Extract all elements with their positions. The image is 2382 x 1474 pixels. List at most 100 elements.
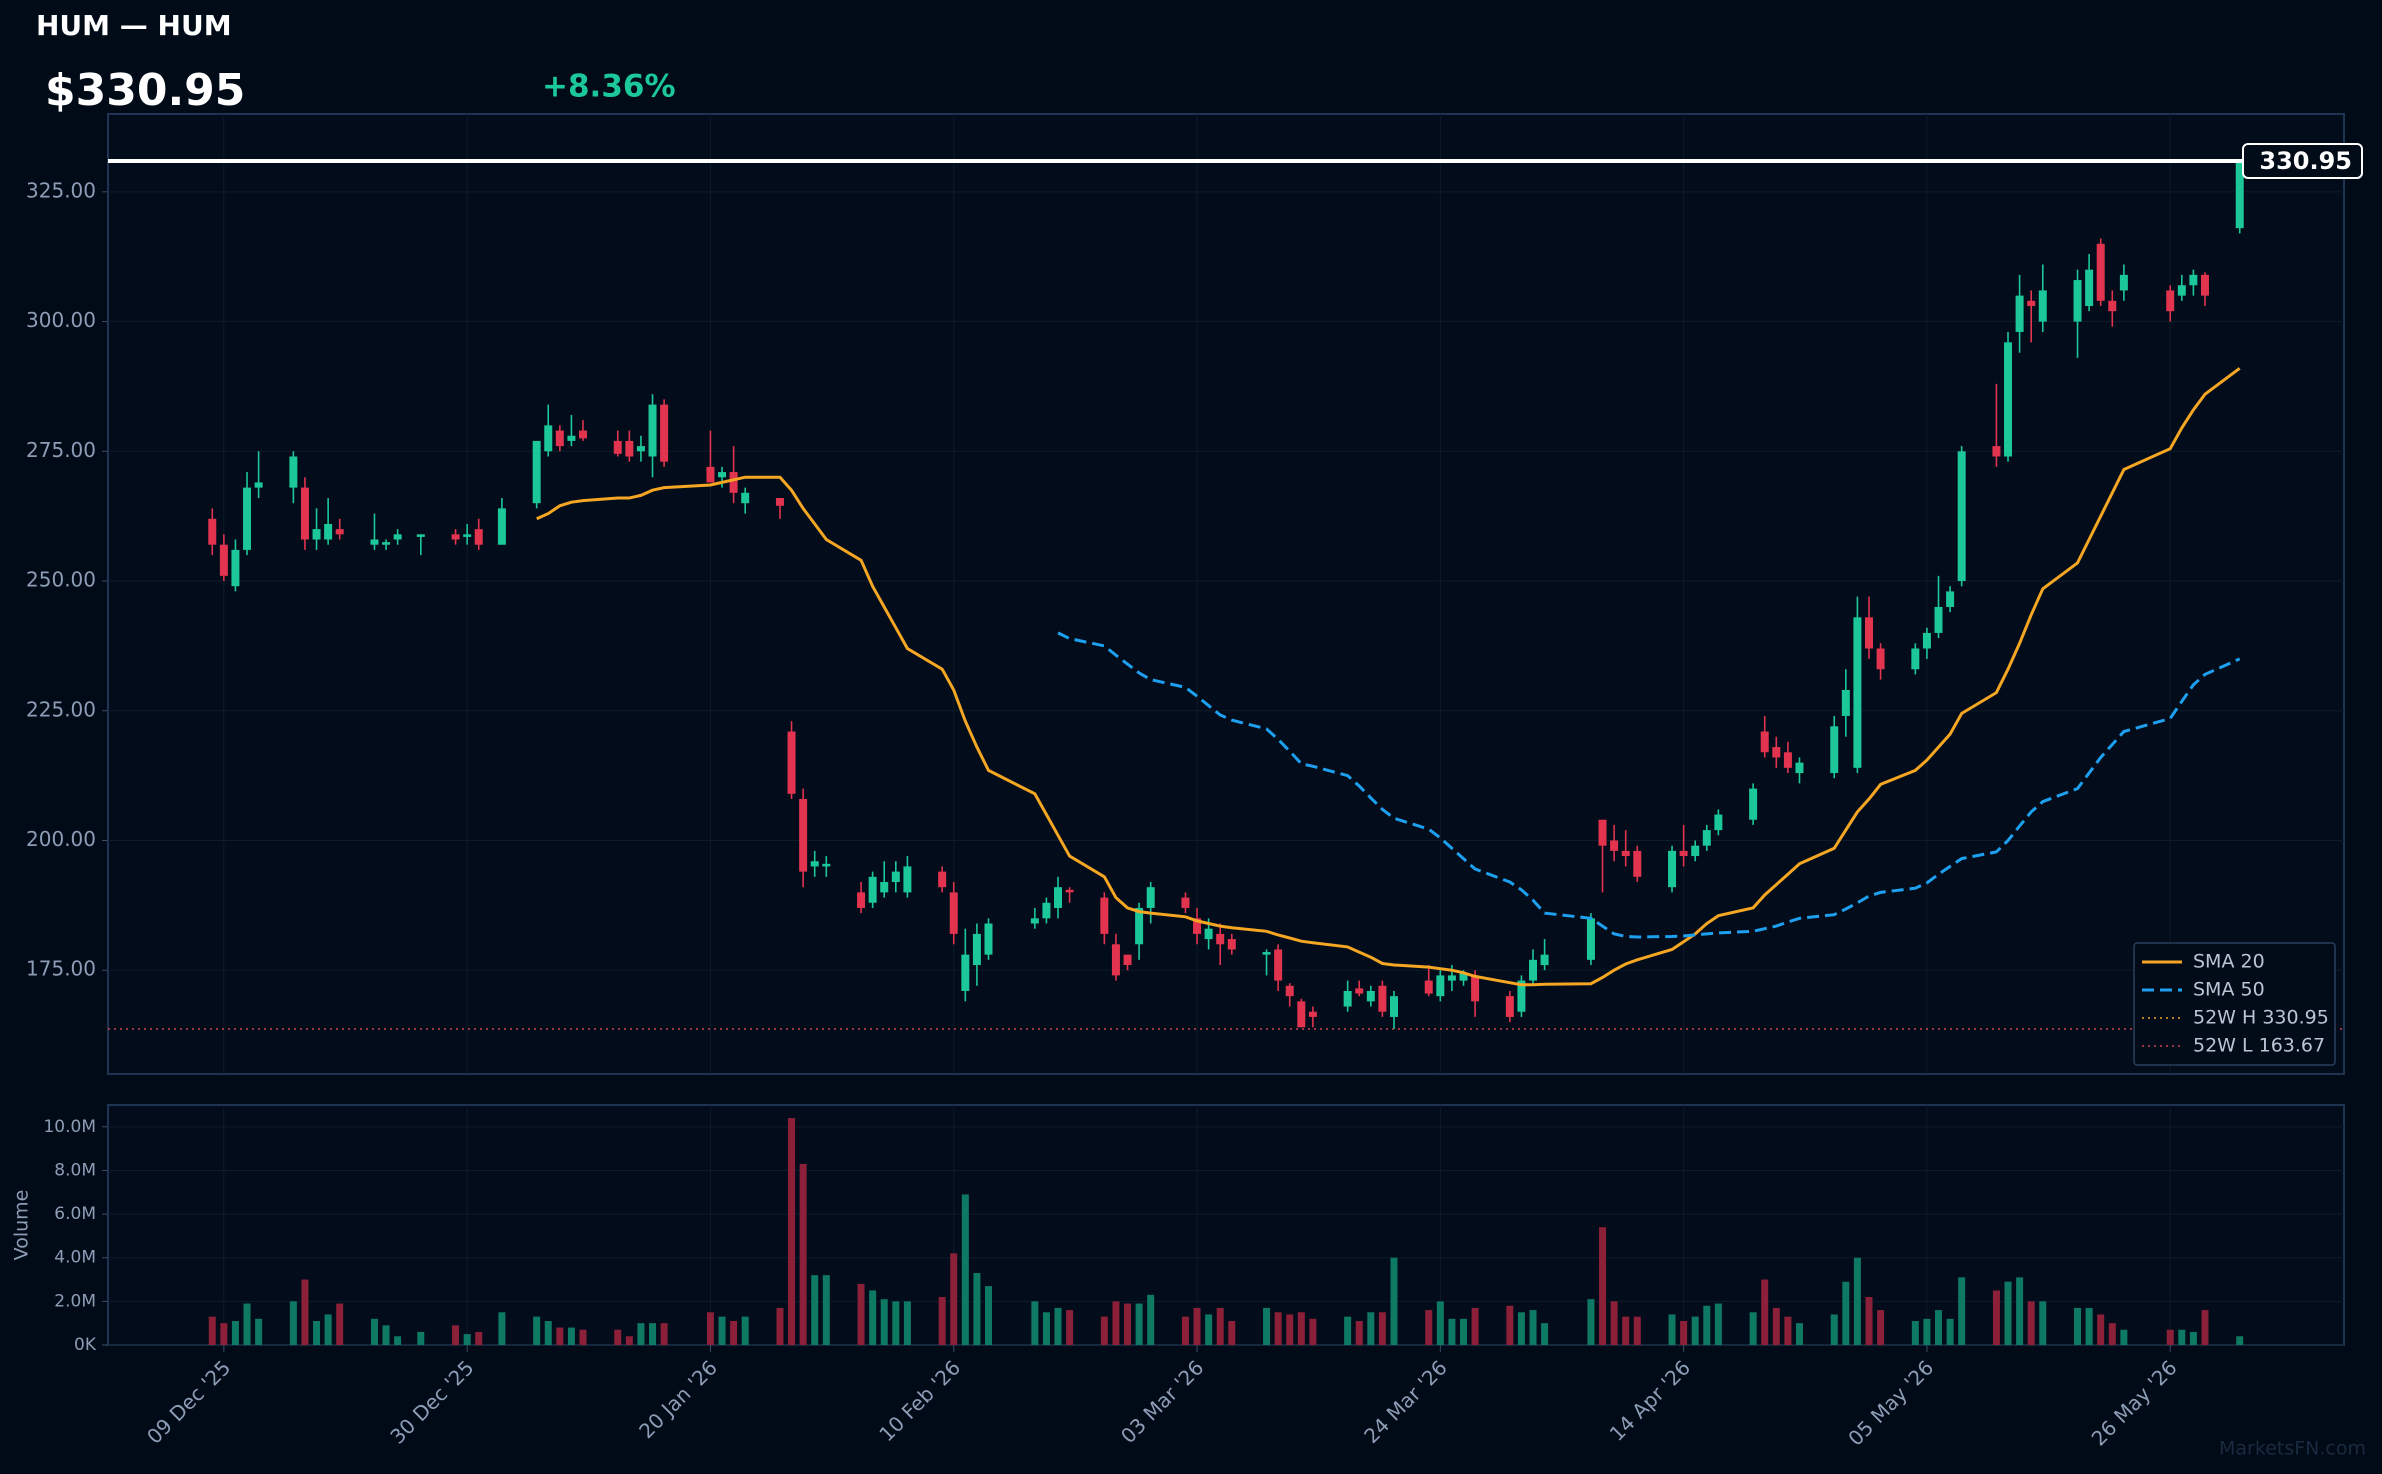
volume-tick-label: 0K <box>74 1335 97 1355</box>
volume-bar <box>938 1297 946 1345</box>
candle-body <box>393 534 402 540</box>
volume-bar <box>1668 1314 1676 1345</box>
candle-body <box>1517 980 1526 1012</box>
candle-body <box>300 487 309 540</box>
candle-body <box>1853 617 1862 768</box>
volume-bar <box>2189 1331 2197 1345</box>
y-tick-label: 200.00 <box>26 827 96 851</box>
volume-bar <box>475 1331 483 1345</box>
volume-bar <box>1622 1316 1630 1345</box>
candle-body <box>1934 606 1943 633</box>
volume-bar <box>498 1312 506 1345</box>
volume-bar <box>637 1323 645 1345</box>
volume-bar <box>776 1307 784 1345</box>
candle-body <box>1274 949 1283 981</box>
volume-bar <box>822 1275 830 1345</box>
volume-bar <box>220 1323 228 1345</box>
candle-body <box>1540 954 1549 966</box>
watermark: MarketsFN.com <box>2219 1438 2366 1460</box>
candle-body <box>1262 952 1271 955</box>
volume-bar <box>463 1334 471 1345</box>
candle-body <box>1957 451 1966 582</box>
candle-body <box>532 440 541 504</box>
candle-body <box>741 492 750 504</box>
candle-body <box>1621 850 1630 857</box>
candle-body <box>335 529 344 535</box>
volume-bar <box>741 1316 749 1345</box>
candle-body <box>289 456 298 488</box>
volume-bar <box>2085 1307 2093 1345</box>
volume-bar <box>1100 1316 1108 1345</box>
volume-bar <box>1297 1312 1305 1345</box>
volume-panel <box>107 1104 2345 1346</box>
candle-body <box>1529 959 1538 981</box>
candle-body <box>1471 975 1480 1002</box>
volume-bar <box>2097 1314 2105 1345</box>
candle-body <box>2235 160 2244 229</box>
candle-body <box>567 435 576 441</box>
volume-bar <box>2074 1307 2082 1345</box>
candle-body <box>1436 975 1445 997</box>
candle-body <box>1123 954 1132 966</box>
volume-bar <box>1784 1316 1792 1345</box>
candle-body <box>1760 731 1769 753</box>
volume-bar <box>1367 1312 1375 1345</box>
candle-body <box>254 482 263 488</box>
volume-bar <box>1031 1301 1039 1345</box>
volume-bar <box>973 1273 981 1345</box>
candle-body <box>1389 996 1398 1017</box>
volume-bar <box>1066 1310 1074 1345</box>
legend-label: SMA 20 <box>2193 951 2265 973</box>
y-tick-label: 275.00 <box>26 438 96 462</box>
candle-body <box>1679 850 1688 857</box>
candle-body <box>903 866 912 893</box>
volume-bar <box>567 1327 575 1345</box>
volume-bar <box>1193 1307 1201 1345</box>
candle-body <box>1135 907 1144 945</box>
candle-body <box>324 523 333 540</box>
volume-bar <box>1633 1316 1641 1345</box>
volume-bar <box>231 1321 239 1345</box>
volume-bar <box>718 1316 726 1345</box>
volume-bar <box>2201 1310 2209 1345</box>
candle-body <box>961 954 970 991</box>
volume-bar <box>1877 1310 1885 1345</box>
volume-bar <box>382 1325 390 1345</box>
volume-bar <box>857 1283 865 1345</box>
volume-bar <box>2236 1336 2244 1345</box>
candle-body <box>2119 274 2128 291</box>
candle-body <box>2085 269 2094 306</box>
candle-body <box>2038 290 2047 322</box>
candle-body <box>880 882 889 893</box>
candle-body <box>1366 990 1375 1002</box>
candle-body <box>1100 897 1109 934</box>
volume-bar <box>1274 1312 1282 1345</box>
volume-bar <box>2108 1323 2116 1345</box>
candle-body <box>451 534 460 540</box>
candle-body <box>1065 889 1074 893</box>
candle-body <box>1783 752 1792 768</box>
volume-bar <box>1448 1318 1456 1345</box>
volume-bar <box>1599 1227 1607 1345</box>
candle-body <box>775 498 784 506</box>
volume-bar <box>301 1279 309 1345</box>
candle-body <box>1841 690 1850 716</box>
candle-body <box>2177 285 2186 296</box>
volume-bar <box>1425 1310 1433 1345</box>
candle-body <box>1193 918 1202 934</box>
candle-body <box>706 466 715 483</box>
candle-body <box>544 425 553 452</box>
volume-bar <box>880 1299 888 1345</box>
volume-bar <box>1691 1316 1699 1345</box>
candle-body <box>1459 972 1468 981</box>
volume-bar <box>984 1286 992 1345</box>
volume-bar <box>2016 1277 2024 1345</box>
volume-bar <box>1923 1318 1931 1345</box>
candle-body <box>2027 300 2036 306</box>
candle-body <box>1749 788 1758 820</box>
volume-bar <box>544 1321 552 1345</box>
candle-body <box>648 404 657 457</box>
candle-body <box>2073 280 2082 322</box>
volume-bar <box>1795 1323 1803 1345</box>
volume-bar <box>730 1321 738 1345</box>
